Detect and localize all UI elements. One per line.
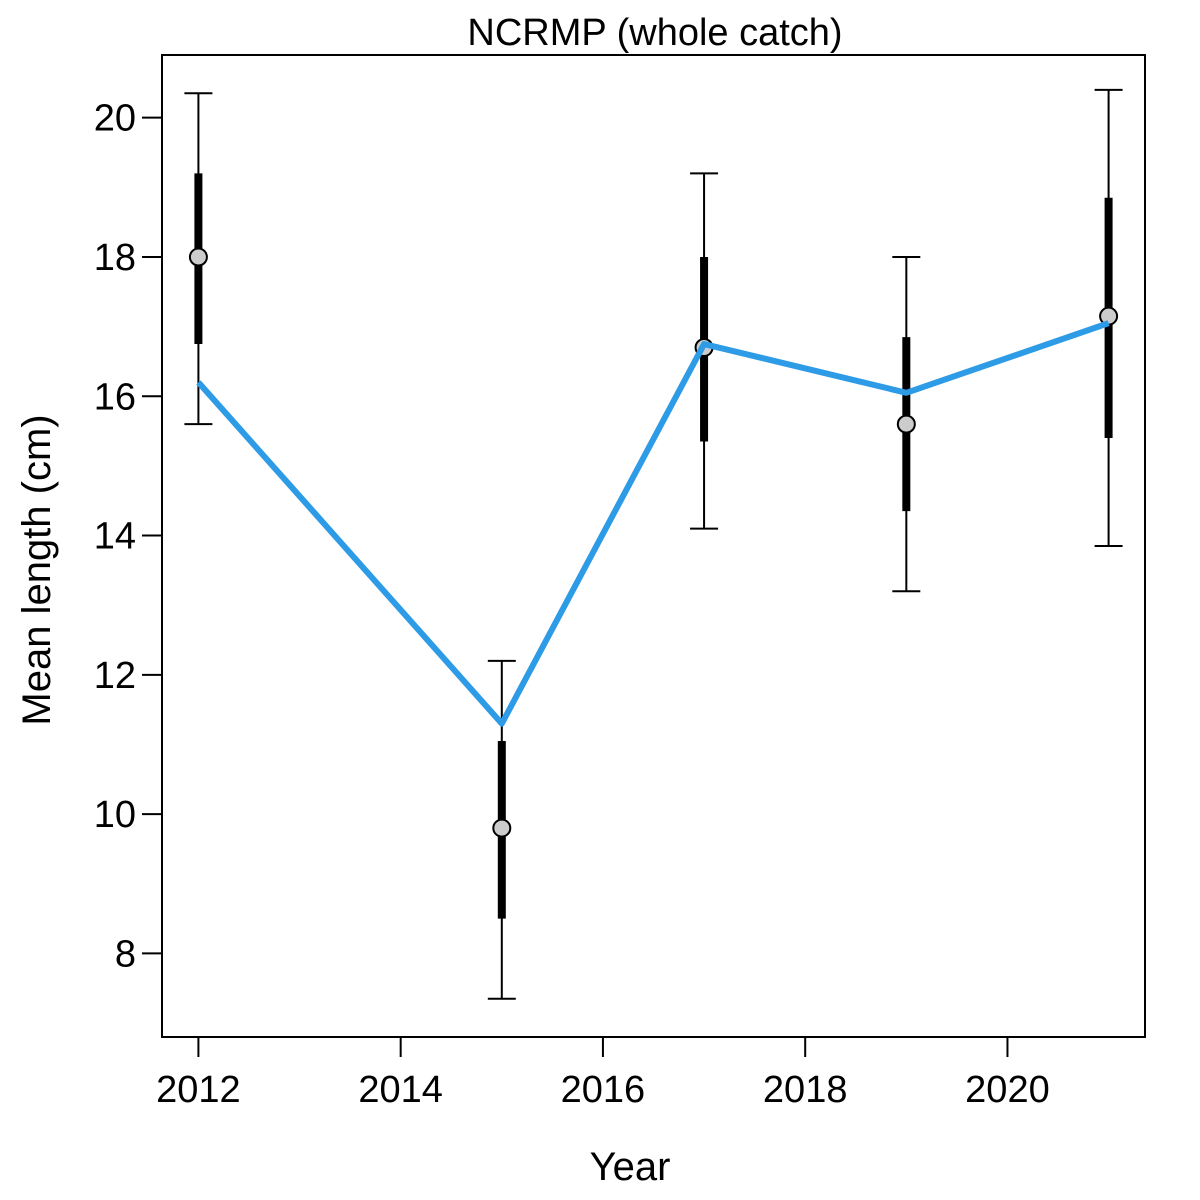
x-axis: 2012 2014 2016 2018 2020 xyxy=(156,1037,1050,1111)
y-tick-label: 8 xyxy=(115,933,136,975)
y-axis-label: Mean length (cm) xyxy=(15,414,59,725)
y-tick-label: 18 xyxy=(94,237,136,279)
chart-title: NCRMP (whole catch) xyxy=(467,12,842,54)
x-tick-label: 2018 xyxy=(763,1069,848,1111)
plot-frame xyxy=(161,54,1146,1038)
x-tick-label: 2012 xyxy=(156,1069,241,1111)
plot-area xyxy=(184,88,1123,1000)
x-tick-label: 2016 xyxy=(561,1069,646,1111)
x-tick-label: 2014 xyxy=(358,1069,443,1111)
y-tick-label: 10 xyxy=(94,794,136,836)
y-axis: 8 10 12 14 16 18 20 xyxy=(94,98,162,975)
observed-point xyxy=(188,247,208,267)
x-tick-label: 2020 xyxy=(965,1069,1050,1111)
observed-point xyxy=(492,818,512,838)
y-tick-label: 20 xyxy=(94,98,136,140)
y-tick-label: 16 xyxy=(94,376,136,418)
x-axis-label: Year xyxy=(590,1145,671,1189)
observed-point xyxy=(896,414,916,434)
expected-line xyxy=(196,320,1110,727)
y-tick-label: 12 xyxy=(94,655,136,697)
y-tick-label: 14 xyxy=(94,516,136,558)
